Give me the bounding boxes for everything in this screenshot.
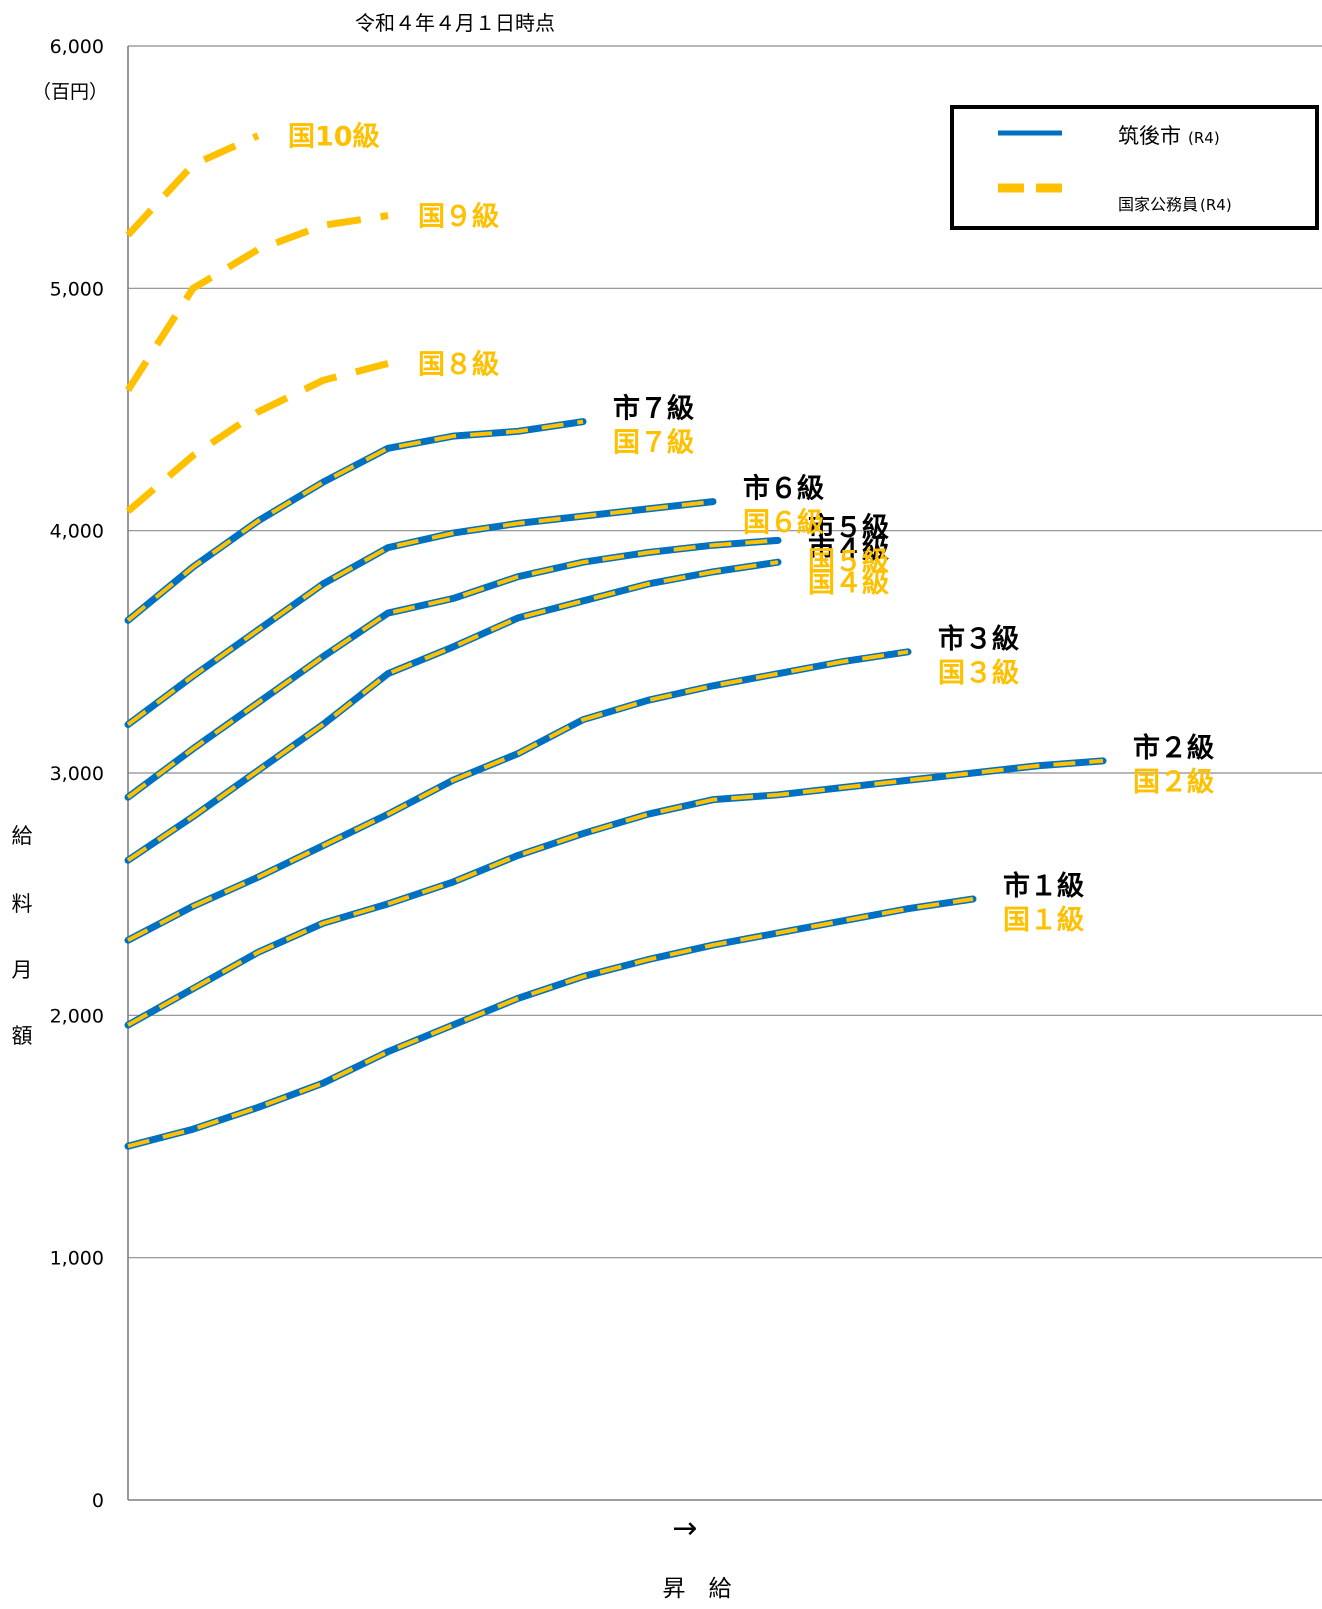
city-series-label-grade-1: 市１級 xyxy=(1003,870,1084,902)
legend-box xyxy=(950,105,1319,230)
city-series-label-grade-5: 市５級 xyxy=(808,511,889,543)
city-series-label-grade-4: 市４級 xyxy=(808,533,889,565)
city-series-label-grade-7: 市７級 xyxy=(613,393,694,425)
grid-lines: 0 1,000 2,000 3,000 4,000 5,000 6,000 xyxy=(50,36,1322,1512)
national-series-label-grade-1: 国１級 xyxy=(1003,904,1084,936)
series-line-city-grade-6 xyxy=(124,498,717,729)
city-series-label-grade-2: 市２級 xyxy=(1133,732,1214,764)
series-line-city-grade-1 xyxy=(124,895,977,1150)
national-series-label-grade-4: 国４級 xyxy=(808,567,889,599)
x-axis-label: 昇 給 xyxy=(663,1576,732,1602)
legend-national-label: 国家公務員 xyxy=(1118,195,1198,214)
series-line-national-grade-6 xyxy=(126,499,714,727)
city-series-label-grade-6: 市６級 xyxy=(743,473,824,505)
national-series-label-grade-3: 国３級 xyxy=(938,657,1019,689)
national-series-label-grade-6: 国６級 xyxy=(743,507,824,539)
legend-city-suffix: (R4) xyxy=(1188,129,1220,147)
national-series-label-grade-8: 国８級 xyxy=(418,348,499,380)
national-series-label-grade-9: 国９級 xyxy=(418,201,499,233)
y-tick-label: 2,000 xyxy=(50,1005,104,1027)
series-line-city-grade-2 xyxy=(124,757,1107,1029)
y-tick-label: 1,000 xyxy=(50,1248,104,1270)
series-line-national-grade-10 xyxy=(125,132,260,238)
x-axis-arrow: → xyxy=(672,1511,697,1546)
national-series-label-grade-5: 国５級 xyxy=(808,545,889,577)
series-line-national-grade-2 xyxy=(127,758,1104,1027)
y-axis-label-char: 給 xyxy=(12,824,33,848)
series-line-national-grade-3 xyxy=(127,649,909,942)
y-axis-label-char: 額 xyxy=(12,1024,33,1048)
y-axis-label-char: 月 xyxy=(12,958,33,982)
national-series-label-grade-2: 国２級 xyxy=(1133,766,1214,798)
legend: 筑後市 (R4) 国家公務員 (R4) xyxy=(950,105,1319,230)
series-line-national-grade-1 xyxy=(127,897,974,1149)
series-line-national-grade-8 xyxy=(125,360,389,514)
city-series-label-grade-3: 市３級 xyxy=(938,623,1019,655)
series-line-city-grade-4 xyxy=(124,558,782,864)
chart-title: 令和４年４月１日時点 xyxy=(355,11,555,35)
unit-label: （百円） xyxy=(32,81,108,103)
y-tick-label: 5,000 xyxy=(50,278,104,300)
national-series-label-grade-10: 国10級 xyxy=(288,121,380,153)
series-line-national-grade-9 xyxy=(125,212,389,392)
y-tick-label: 6,000 xyxy=(50,36,104,58)
series-lines xyxy=(124,132,1107,1150)
y-axis-label-char: 料 xyxy=(12,892,33,916)
legend-city-label: 筑後市 xyxy=(1118,124,1181,148)
y-tick-label: 0 xyxy=(92,1490,104,1512)
series-line-national-grade-4 xyxy=(126,560,779,862)
y-tick-label: 3,000 xyxy=(50,763,104,785)
series-line-city-grade-5 xyxy=(124,536,782,801)
series-line-national-grade-7 xyxy=(126,419,584,622)
national-series-label-grade-7: 国７級 xyxy=(613,427,694,459)
series-labels: 市１級国１級市２級国２級市３級国３級市４級国４級市５級国５級市６級国６級市７級国… xyxy=(288,121,1214,936)
y-tick-label: 4,000 xyxy=(50,521,104,543)
legend-national-suffix: (R4) xyxy=(1200,196,1232,214)
